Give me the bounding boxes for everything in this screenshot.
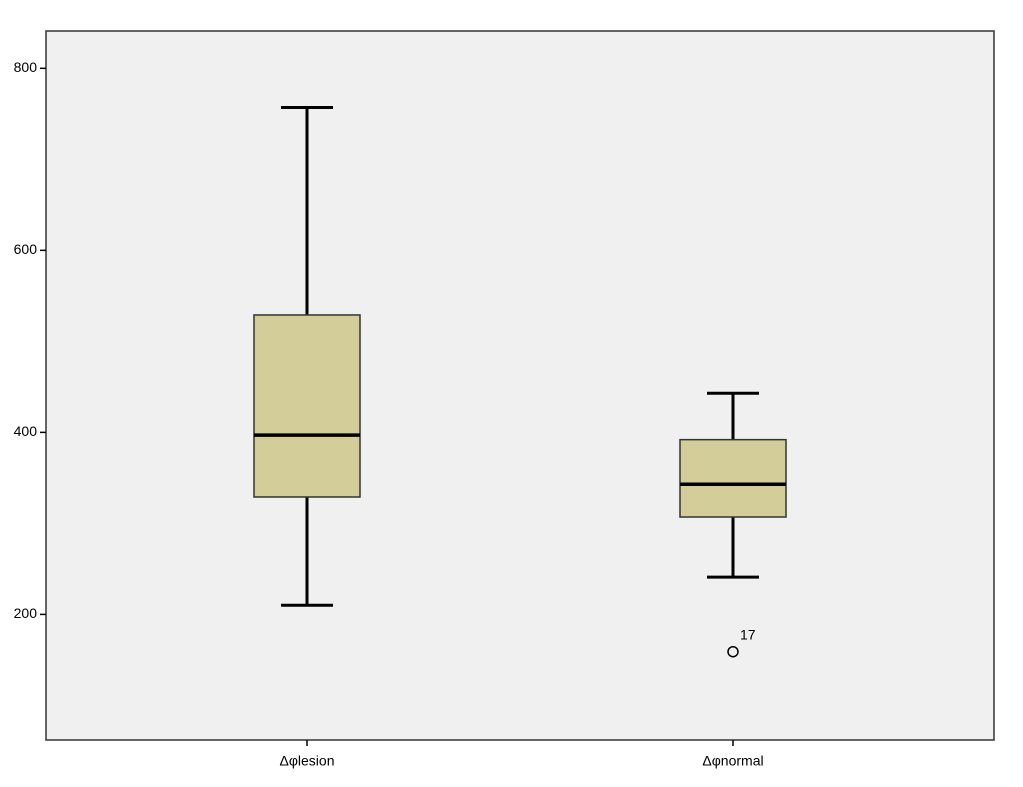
plot-area xyxy=(45,30,995,741)
y-tick-label: 600 xyxy=(14,241,38,257)
outlier xyxy=(727,645,739,658)
y-tick-label: 200 xyxy=(14,605,38,621)
y-tick-label: 800 xyxy=(14,59,38,75)
x-tick-label: Δφlesion xyxy=(279,753,334,769)
box xyxy=(679,438,787,518)
x-tick-label: Δφnormal xyxy=(702,753,763,769)
y-tick-label: 400 xyxy=(14,423,38,439)
box xyxy=(253,314,361,498)
outlier-label: 17 xyxy=(740,626,756,642)
